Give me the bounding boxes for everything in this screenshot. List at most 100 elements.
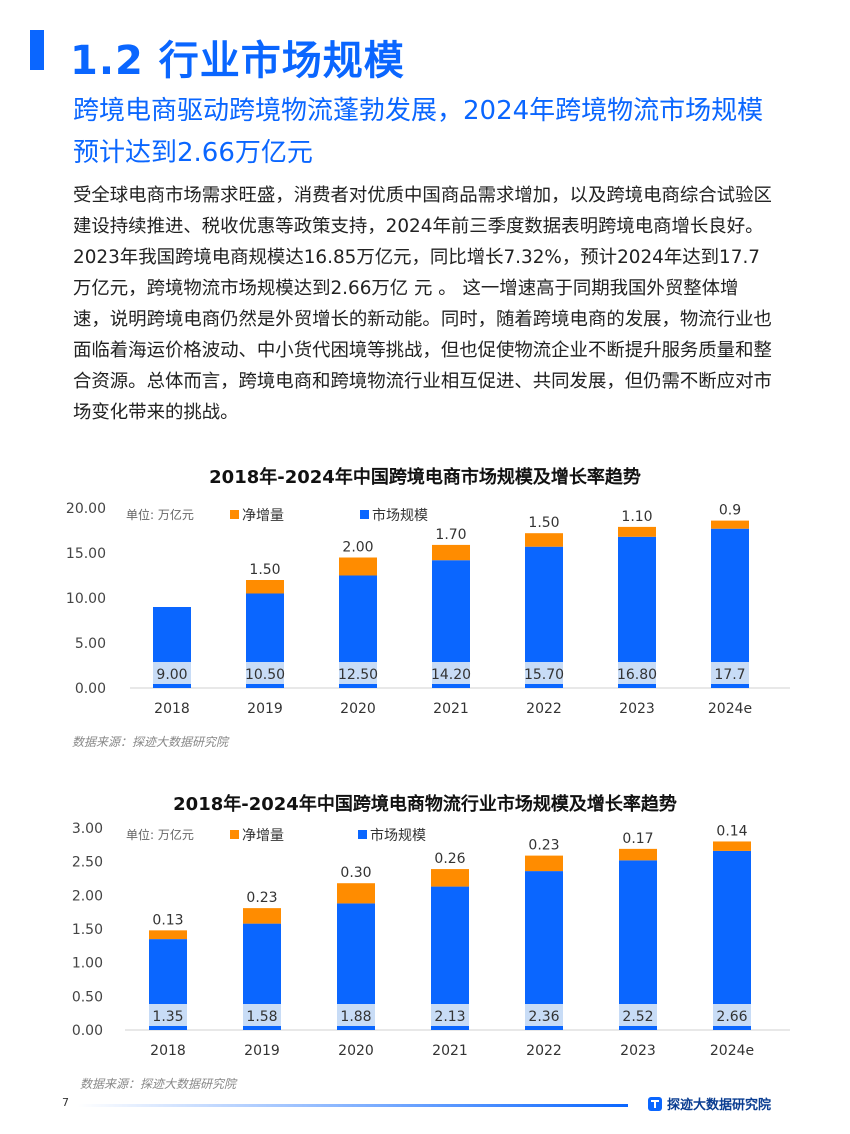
x-tick-label: 2020 — [340, 701, 376, 717]
data-label-increment: 0.17 — [622, 831, 653, 847]
data-label-box — [525, 662, 563, 684]
y-tick-label: 0.50 — [72, 989, 103, 1005]
x-tick-label: 2023 — [620, 1043, 656, 1059]
x-tick-label: 2021 — [432, 1043, 468, 1059]
data-label-market: 16.80 — [617, 667, 657, 683]
bar-net-increment — [246, 580, 284, 594]
data-label-market: 2.66 — [716, 1009, 747, 1025]
data-label-increment: 0.9 — [719, 503, 741, 519]
x-tick-label: 2024e — [710, 1043, 754, 1059]
footer-brand-label: 探迹大数据研究院 — [667, 1098, 772, 1113]
data-label-box — [337, 1004, 375, 1026]
page-number: 7 — [62, 1096, 69, 1109]
legend-label-increment: 净增量 — [242, 828, 284, 844]
data-label-market: 2.52 — [622, 1009, 653, 1025]
data-label-box — [711, 662, 749, 684]
data-label-market: 9.00 — [156, 667, 187, 683]
chart1-source: 数据来源：探迹大数据研究院 — [72, 735, 229, 749]
body-paragraph: 受全球电商市场需求旺盛，消费者对优质中国商品需求增加，以及跨境电商综合试验区建设… — [73, 185, 772, 423]
y-tick-label: 2.00 — [72, 888, 103, 904]
data-label-box — [713, 1004, 751, 1026]
chart-unit-label: 单位: 万亿元 — [126, 827, 194, 842]
bar-market-size — [713, 850, 751, 1030]
data-label-increment: 0.23 — [528, 838, 559, 854]
x-tick-label: 2020 — [338, 1043, 374, 1059]
legend-label-market: 市场规模 — [370, 827, 426, 844]
x-tick-label: 2022 — [526, 701, 562, 717]
data-label-increment: 0.26 — [434, 851, 465, 867]
bar-net-increment — [339, 557, 377, 576]
chart2-title: 2018年-2024年中国跨境电商物流行业市场规模及增长率趋势 — [173, 794, 677, 815]
bar-net-increment — [619, 848, 657, 861]
bar-market-size — [711, 528, 749, 688]
x-tick-label: 2019 — [247, 701, 283, 717]
x-tick-label: 2022 — [526, 1043, 562, 1059]
y-tick-label: 1.00 — [72, 956, 103, 972]
footer-brand: 探迹大数据研究院 — [648, 1094, 771, 1113]
legend-label-increment: 净增量 — [242, 508, 284, 524]
data-label-box — [153, 662, 191, 684]
data-label-increment: 1.50 — [249, 562, 280, 578]
data-label-box — [246, 662, 284, 684]
data-label-market: 10.50 — [245, 667, 285, 683]
bar-net-increment — [243, 908, 281, 924]
data-label-box — [619, 1004, 657, 1026]
data-label-box — [431, 1004, 469, 1026]
data-label-increment: 2.00 — [342, 540, 373, 556]
data-label-increment: 1.70 — [435, 527, 466, 543]
data-label-increment: 1.10 — [621, 509, 652, 525]
legend-swatch-market — [358, 830, 367, 839]
y-tick-label: 2.50 — [72, 855, 103, 871]
bar-market-size — [619, 860, 657, 1030]
data-label-market: 17.7 — [714, 667, 745, 683]
x-tick-label: 2019 — [244, 1043, 280, 1059]
section-title: 1.2 行业市场规模 — [70, 38, 405, 84]
x-tick-label: 2023 — [619, 701, 655, 717]
bar-net-increment — [149, 930, 187, 940]
x-tick-label: 2018 — [154, 701, 190, 717]
data-label-box — [243, 1004, 281, 1026]
tanji-logo-icon — [648, 1096, 662, 1111]
section-subtitle: 跨境电商驱动跨境物流蓬勃发展，2024年跨境物流市场规模预计达到2.66万亿元 — [73, 96, 764, 168]
y-tick-label: 20.00 — [66, 501, 106, 517]
data-label-market: 1.88 — [340, 1009, 371, 1025]
title-accent-bar — [30, 30, 44, 70]
data-label-market: 12.50 — [338, 667, 378, 683]
data-label-increment: 0.13 — [152, 912, 183, 928]
data-label-increment: 0.23 — [246, 890, 277, 906]
y-tick-label: 15.00 — [66, 546, 106, 562]
y-tick-label: 0.00 — [72, 1023, 103, 1039]
x-tick-label: 2018 — [150, 1043, 186, 1059]
bar-net-increment — [432, 544, 470, 561]
data-label-market: 14.20 — [431, 667, 471, 683]
chart2-source: 数据来源：探迹大数据研究院 — [80, 1077, 237, 1091]
bar-net-increment — [525, 533, 563, 547]
y-tick-label: 1.50 — [72, 922, 103, 938]
data-label-increment: 0.30 — [340, 865, 371, 881]
y-tick-label: 10.00 — [66, 591, 106, 607]
bar-net-increment — [337, 883, 375, 904]
bar-net-increment — [525, 855, 563, 872]
y-tick-label: 3.00 — [72, 821, 103, 837]
x-tick-label: 2021 — [433, 701, 469, 717]
logistics-market-chart: 0.00 0.50 1.00 1.50 2.00 2.50 3.00 单位: 万亿元 净增量 市场… — [72, 821, 790, 1059]
data-label-market: 2.13 — [434, 1009, 465, 1025]
footer-divider — [78, 1104, 628, 1107]
legend-swatch-increment — [230, 510, 239, 519]
data-label-box — [432, 662, 470, 684]
bar-market-size — [525, 871, 563, 1030]
x-tick-label: 2024e — [708, 701, 752, 717]
data-label-market: 1.35 — [152, 1009, 183, 1025]
data-label-increment: 1.50 — [528, 515, 559, 531]
y-tick-label: 5.00 — [75, 636, 106, 652]
bar-net-increment — [618, 526, 656, 537]
data-label-market: 1.58 — [246, 1009, 277, 1025]
legend-swatch-increment — [230, 830, 239, 839]
data-label-box — [618, 662, 656, 684]
data-label-market: 2.36 — [528, 1009, 559, 1025]
chart1-title: 2018年-2024年中国跨境电商市场规模及增长率趋势 — [209, 467, 641, 488]
data-label-box — [149, 1004, 187, 1026]
ecommerce-market-chart: 0.00 5.00 10.00 15.00 20.00 单位: 万亿元 净增量 市场规模 9.0… — [66, 501, 790, 717]
bar-net-increment — [431, 869, 469, 887]
legend-swatch-market — [360, 510, 369, 519]
